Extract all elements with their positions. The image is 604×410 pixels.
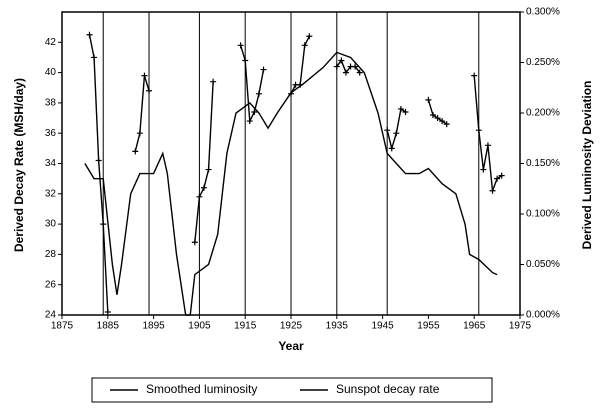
point-marker	[191, 239, 198, 246]
point-marker	[342, 69, 349, 76]
y-tick-label: 26	[45, 279, 57, 290]
point-marker	[356, 69, 363, 76]
legend-label: Sunspot decay rate	[336, 382, 440, 396]
y2-tick-label: 0.050%	[526, 259, 560, 270]
point-marker	[136, 130, 143, 137]
y-tick-label: 38	[45, 98, 57, 109]
x-tick-label: 1975	[509, 321, 532, 332]
x-tick-label: 1935	[326, 321, 349, 332]
x-tick-label: 1925	[280, 321, 303, 332]
point-marker	[255, 90, 262, 97]
y-tick-label: 24	[45, 310, 57, 321]
point-marker	[393, 130, 400, 137]
point-marker	[297, 81, 304, 88]
point-marker	[306, 33, 313, 40]
y-tick-label: 34	[45, 158, 57, 169]
point-marker	[475, 127, 482, 134]
series-line	[84, 51, 498, 316]
point-marker	[480, 166, 487, 173]
legend-box	[91, 377, 493, 403]
x-tick-label: 1895	[142, 321, 165, 332]
point-marker	[388, 145, 395, 152]
point-marker	[132, 148, 139, 155]
point-marker	[402, 108, 409, 115]
point-marker	[397, 105, 404, 112]
x-tick-label: 1915	[234, 321, 257, 332]
point-marker	[141, 72, 148, 79]
point-marker	[471, 72, 478, 79]
point-marker	[246, 118, 253, 125]
x-axis-title: Year	[278, 339, 304, 353]
point-marker	[242, 57, 249, 64]
point-marker	[429, 112, 436, 119]
point-marker	[260, 66, 267, 73]
point-marker	[443, 121, 450, 128]
y2-tick-label: 0.250%	[526, 57, 560, 68]
point-marker	[200, 184, 207, 191]
point-marker	[301, 42, 308, 49]
x-tick-label: 1905	[188, 321, 211, 332]
point-marker	[434, 115, 441, 122]
x-tick-label: 1885	[97, 321, 120, 332]
x-tick-label: 1965	[463, 321, 486, 332]
point-marker	[237, 42, 244, 49]
y-tick-label: 30	[45, 219, 57, 230]
point-marker	[484, 142, 491, 149]
x-tick-label: 1875	[51, 321, 74, 332]
y-tick-label: 36	[45, 128, 57, 139]
point-marker	[489, 187, 496, 194]
point-marker	[86, 31, 93, 38]
point-marker	[91, 54, 98, 61]
point-marker	[425, 96, 432, 103]
point-marker	[288, 90, 294, 97]
point-marker	[439, 118, 446, 125]
point-marker	[494, 175, 501, 182]
y2-axis-title: Derived Luminosity Deviation	[580, 81, 594, 250]
point-marker	[498, 172, 505, 179]
point-marker	[384, 127, 391, 134]
y2-tick-label: 0.200%	[526, 108, 560, 119]
point-marker	[338, 57, 345, 64]
y-axis-title: Derived Decay Rate (MSH/day)	[12, 78, 26, 252]
point-marker	[95, 157, 102, 164]
point-marker	[146, 87, 153, 94]
point-marker	[210, 78, 217, 85]
y2-tick-label: 0.000%	[526, 310, 560, 321]
point-marker	[251, 108, 258, 115]
point-marker	[333, 63, 340, 70]
y2-tick-label: 0.150%	[526, 158, 560, 169]
y2-tick-label: 0.300%	[526, 7, 560, 18]
point-marker	[196, 193, 203, 200]
point-marker	[205, 166, 212, 173]
y-tick-label: 32	[45, 188, 57, 199]
x-tick-label: 1945	[371, 321, 394, 332]
y-tick-label: 40	[45, 67, 57, 78]
y-tick-label: 42	[45, 37, 57, 48]
point-marker	[104, 308, 111, 315]
point-marker	[100, 221, 107, 228]
x-tick-label: 1955	[417, 321, 440, 332]
y-tick-label: 28	[45, 249, 57, 260]
legend-label: Smoothed luminosity	[146, 382, 257, 396]
y2-tick-label: 0.100%	[526, 209, 560, 220]
point-marker	[352, 63, 359, 70]
